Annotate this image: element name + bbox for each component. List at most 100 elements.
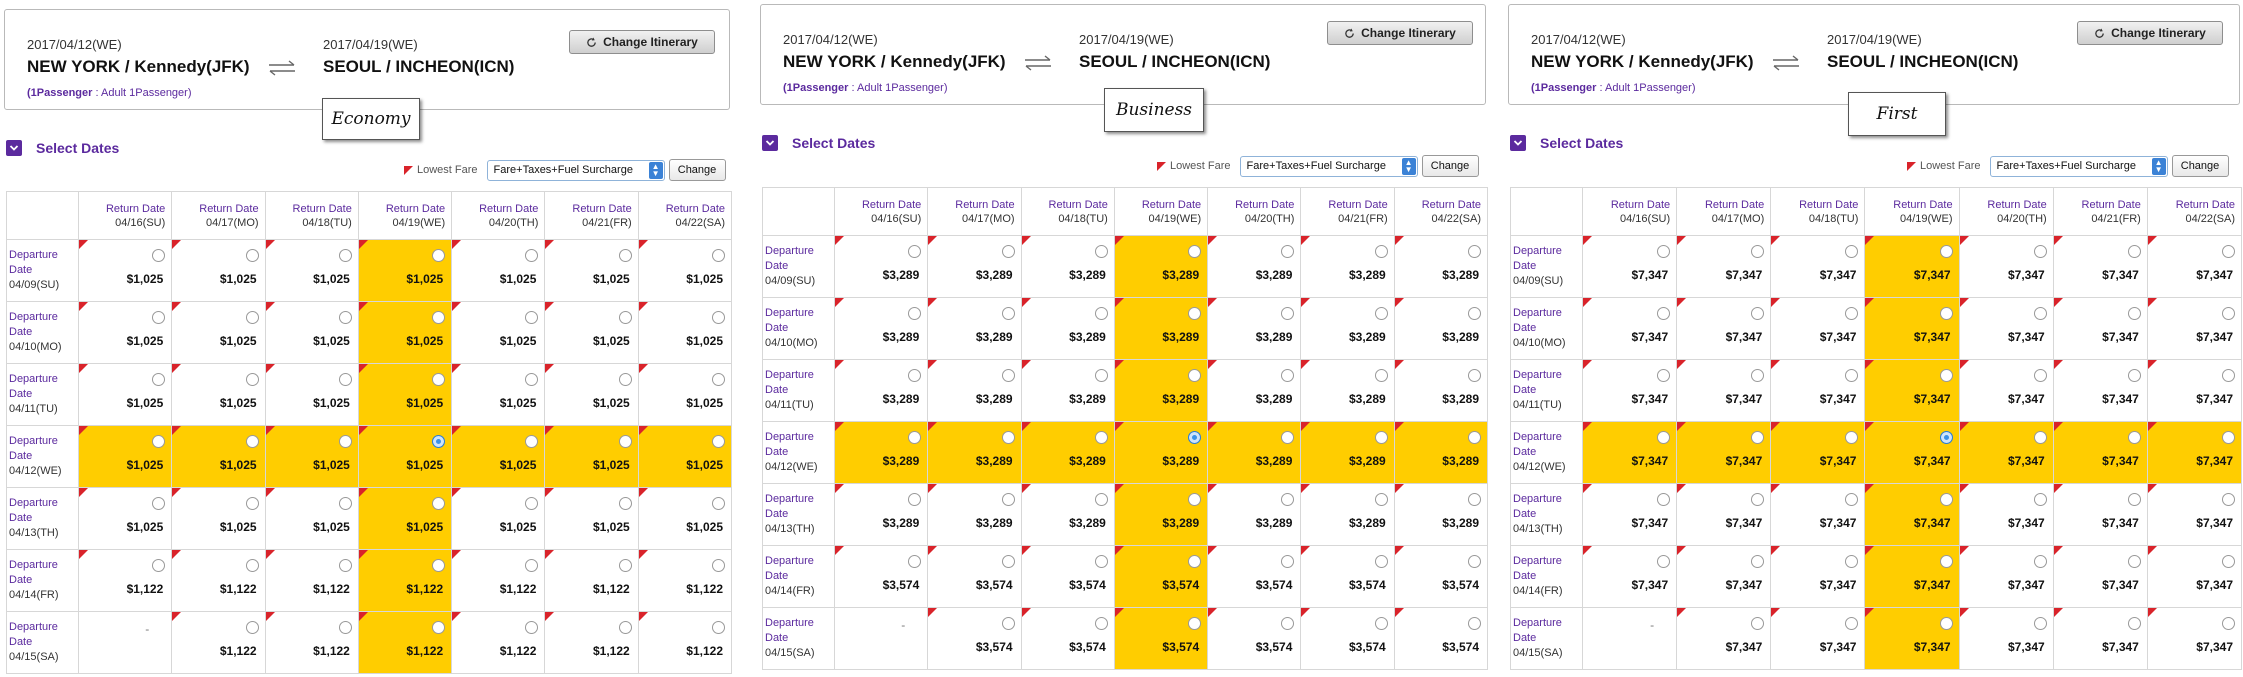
fare-cell[interactable]: $7,347 bbox=[2052, 483, 2148, 546]
fare-cell[interactable]: $1,025 bbox=[264, 301, 359, 364]
fare-radio[interactable] bbox=[1845, 617, 1859, 630]
fare-radio[interactable] bbox=[338, 373, 352, 386]
fare-cell[interactable]: $3,289 bbox=[927, 483, 1022, 546]
fare-radio[interactable] bbox=[1001, 555, 1015, 568]
fare-radio[interactable] bbox=[2033, 245, 2047, 258]
fare-cell[interactable]: $1,025 bbox=[171, 363, 266, 426]
fare-radio[interactable] bbox=[2222, 245, 2235, 258]
fare-radio[interactable] bbox=[1939, 493, 1953, 506]
fare-cell[interactable]: $1,025 bbox=[357, 425, 453, 488]
fare-radio[interactable] bbox=[1094, 617, 1108, 630]
fare-cell[interactable]: $3,289 bbox=[1300, 359, 1395, 422]
fare-radio[interactable] bbox=[1094, 369, 1108, 382]
fare-cell[interactable]: $1,025 bbox=[637, 239, 733, 302]
fare-cell[interactable]: $1,025 bbox=[171, 487, 266, 550]
fare-cell[interactable]: $3,289 bbox=[1393, 235, 1489, 298]
fare-radio[interactable] bbox=[908, 307, 922, 320]
fare-cell[interactable]: $3,289 bbox=[1207, 235, 1302, 298]
select-dates-header[interactable]: Select Dates bbox=[762, 135, 875, 151]
fare-radio[interactable] bbox=[618, 249, 632, 262]
fare-cell[interactable]: $7,347 bbox=[1770, 607, 1866, 670]
fare-radio[interactable] bbox=[712, 497, 725, 510]
fare-radio[interactable] bbox=[1188, 493, 1202, 506]
fare-cell[interactable]: $7,347 bbox=[2146, 483, 2243, 546]
fare-radio[interactable] bbox=[1001, 493, 1015, 506]
fare-radio[interactable] bbox=[712, 249, 725, 262]
fare-radio[interactable] bbox=[245, 311, 259, 324]
fare-cell[interactable]: $7,347 bbox=[1581, 421, 1678, 484]
fare-radio[interactable] bbox=[152, 559, 166, 572]
fare-cell[interactable]: $1,025 bbox=[451, 425, 546, 488]
fare-radio[interactable] bbox=[2033, 431, 2047, 444]
fare-cell[interactable]: $7,347 bbox=[2052, 545, 2148, 608]
fare-cell[interactable]: $7,347 bbox=[2146, 297, 2243, 360]
fare-cell[interactable]: $7,347 bbox=[1581, 483, 1678, 546]
fare-cell[interactable]: $3,289 bbox=[833, 359, 929, 422]
fare-cell[interactable]: $7,347 bbox=[1676, 421, 1772, 484]
fare-cell[interactable]: $7,347 bbox=[1958, 359, 2054, 422]
fare-cell[interactable]: $7,347 bbox=[1958, 297, 2054, 360]
fare-radio[interactable] bbox=[152, 497, 166, 510]
fare-cell[interactable]: $3,574 bbox=[1393, 545, 1489, 608]
fare-radio[interactable] bbox=[245, 435, 259, 448]
fare-cell[interactable]: $7,347 bbox=[1958, 545, 2054, 608]
fare-radio[interactable] bbox=[1374, 307, 1388, 320]
fare-cell[interactable]: $7,347 bbox=[1958, 235, 2054, 298]
fare-radio[interactable] bbox=[1939, 245, 1953, 258]
fare-radio[interactable] bbox=[1001, 369, 1015, 382]
fare-radio[interactable] bbox=[1094, 493, 1108, 506]
fare-radio[interactable] bbox=[152, 311, 166, 324]
fare-radio[interactable] bbox=[1001, 431, 1015, 444]
fare-cell[interactable]: $3,289 bbox=[927, 297, 1022, 360]
fare-cell[interactable]: $7,347 bbox=[2052, 607, 2148, 670]
fare-radio[interactable] bbox=[525, 621, 539, 634]
fare-radio[interactable] bbox=[1188, 555, 1202, 568]
fare-radio[interactable] bbox=[1094, 555, 1108, 568]
fare-radio[interactable] bbox=[245, 497, 259, 510]
fare-radio[interactable] bbox=[1468, 431, 1481, 444]
fare-radio[interactable] bbox=[1188, 431, 1202, 444]
fare-cell[interactable]: $3,289 bbox=[1020, 483, 1115, 546]
fare-radio[interactable] bbox=[1374, 617, 1388, 630]
fare-radio[interactable] bbox=[432, 249, 446, 262]
fare-radio[interactable] bbox=[1001, 617, 1015, 630]
change-button[interactable]: Change bbox=[2171, 155, 2229, 177]
fare-radio[interactable] bbox=[2033, 369, 2047, 382]
fare-cell[interactable]: $1,025 bbox=[544, 425, 639, 488]
fare-radio[interactable] bbox=[1374, 493, 1388, 506]
fare-cell[interactable]: $7,347 bbox=[1581, 545, 1678, 608]
fare-radio[interactable] bbox=[1374, 555, 1388, 568]
fare-radio[interactable] bbox=[908, 555, 922, 568]
fare-type-select[interactable]: Fare+Taxes+Fuel Surcharge ▲ ▼ bbox=[1239, 155, 1418, 177]
fare-cell[interactable]: $7,347 bbox=[1581, 297, 1678, 360]
fare-radio[interactable] bbox=[1751, 245, 1765, 258]
collapse-chevron-icon[interactable] bbox=[1510, 135, 1526, 151]
fare-radio[interactable] bbox=[1468, 307, 1481, 320]
fare-cell[interactable]: $1,025 bbox=[171, 239, 266, 302]
fare-cell[interactable]: $3,289 bbox=[1020, 297, 1115, 360]
fare-radio[interactable] bbox=[1281, 555, 1295, 568]
fare-cell[interactable]: $7,347 bbox=[1770, 235, 1866, 298]
fare-radio[interactable] bbox=[2127, 431, 2141, 444]
fare-cell[interactable]: $1,122 bbox=[171, 611, 266, 674]
fare-cell[interactable]: $1,025 bbox=[357, 487, 453, 550]
fare-cell[interactable]: $1,122 bbox=[637, 611, 733, 674]
fare-cell[interactable]: $7,347 bbox=[1581, 235, 1678, 298]
fare-cell[interactable]: $3,574 bbox=[927, 545, 1022, 608]
fare-cell[interactable]: $7,347 bbox=[2052, 297, 2148, 360]
fare-radio[interactable] bbox=[1468, 369, 1481, 382]
fare-cell[interactable]: $3,289 bbox=[1300, 483, 1395, 546]
change-button[interactable]: Change bbox=[668, 159, 726, 181]
fare-cell[interactable]: $3,289 bbox=[1113, 235, 1209, 298]
fare-radio[interactable] bbox=[1281, 245, 1295, 258]
fare-cell[interactable]: $1,122 bbox=[637, 549, 733, 612]
fare-radio[interactable] bbox=[1374, 369, 1388, 382]
fare-radio[interactable] bbox=[525, 373, 539, 386]
fare-cell[interactable]: $7,347 bbox=[2146, 421, 2243, 484]
fare-cell[interactable]: $7,347 bbox=[1864, 359, 1960, 422]
fare-cell[interactable]: $1,025 bbox=[357, 363, 453, 426]
fare-radio[interactable] bbox=[2222, 617, 2235, 630]
fare-radio[interactable] bbox=[1751, 431, 1765, 444]
fare-radio[interactable] bbox=[432, 559, 446, 572]
fare-radio[interactable] bbox=[338, 621, 352, 634]
